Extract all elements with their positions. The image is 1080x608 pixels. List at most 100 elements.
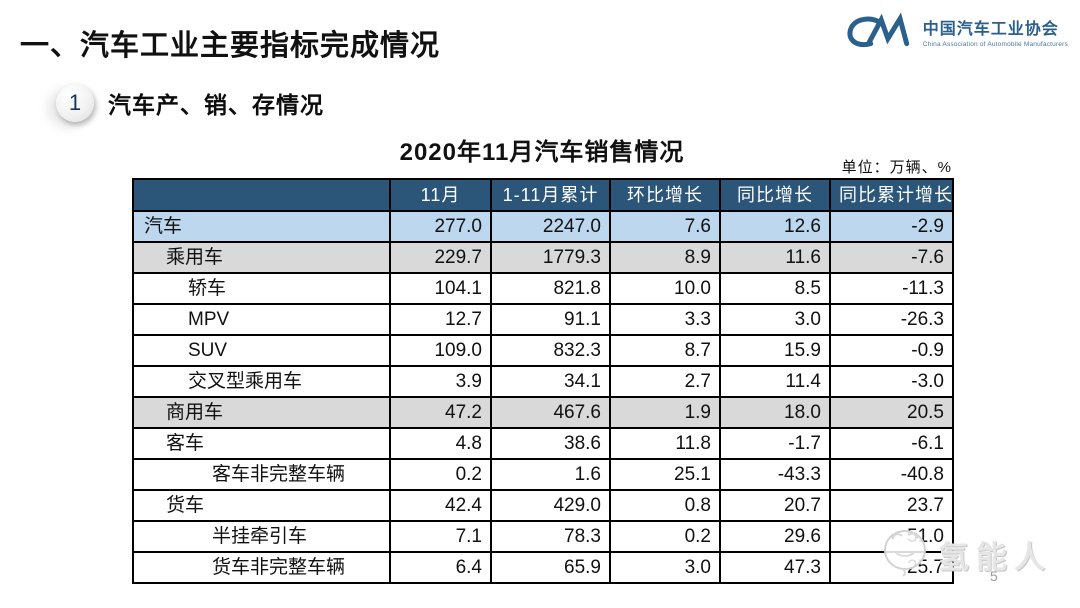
value-cell: -26.3 [829,303,954,336]
value-cell: 2.7 [609,365,721,398]
value-cell: -0.9 [829,334,954,367]
row-label: 客车非完整车辆 [132,458,391,491]
value-cell: 47.2 [389,396,492,429]
row-label: 商用车 [132,396,391,429]
value-cell: 10.0 [609,272,721,305]
row-label: SUV [132,334,391,367]
caam-name-en: China Association of Automobile Manufact… [922,40,1068,48]
row-label: MPV [132,303,391,336]
value-cell: 20.7 [719,489,831,522]
value-cell: 3.3 [609,303,721,336]
value-cell: 25.1 [609,458,721,491]
value-cell: 104.1 [389,272,492,305]
col-header: 同比累计增长 [829,178,954,212]
value-cell: 832.3 [490,334,611,367]
table-row: 交叉型乘用车 3.9 34.1 2.7 11.4 -3.0 [132,365,954,398]
caam-name-cn: 中国汽车工业协会 [922,21,1059,39]
table-row: 客车非完整车辆 0.2 1.6 25.1 -43.3 -40.8 [132,458,954,491]
value-cell: 0.8 [609,489,721,522]
value-cell: -7.6 [829,241,954,274]
value-cell: -3.0 [829,365,954,398]
value-cell: 8.9 [609,241,721,274]
value-cell: 11.4 [719,365,831,398]
page-title: 一、汽车工业主要指标完成情况 [20,30,441,62]
value-cell: 277.0 [389,210,492,243]
section-title: 汽车产、销、存情况 [108,92,324,118]
value-cell: 7.6 [609,210,721,243]
watermark-avatar-icon [882,527,928,582]
value-cell: 4.8 [389,427,492,460]
value-cell: 429.0 [490,489,611,522]
value-cell: 47.3 [719,551,831,584]
value-cell: 91.1 [490,303,611,336]
value-cell: 18.0 [719,396,831,429]
col-header-category [132,178,391,212]
value-cell: -11.3 [829,272,954,305]
value-cell: 0.2 [389,458,492,491]
value-cell: 23.7 [829,489,954,522]
value-cell: 1.9 [609,396,721,429]
table-row: 货车 42.4 429.0 0.8 20.7 23.7 [132,489,954,522]
table-row: 商用车 47.2 467.6 1.9 18.0 20.5 [132,396,954,429]
table-header-row: 11月 1-11月累计 环比增长 同比增长 同比累计增长 [132,178,954,212]
watermark: 氢能人 [882,527,1052,582]
col-header: 1-11月累计 [490,178,611,212]
row-label: 货车 [132,489,391,522]
row-label: 汽车 [132,210,391,243]
value-cell: 29.6 [719,520,831,553]
value-cell: 12.6 [719,210,831,243]
value-cell: 15.9 [719,334,831,367]
table-row: 汽车 277.0 2247.0 7.6 12.6 -2.9 [132,210,954,243]
value-cell: 229.7 [389,241,492,274]
table-row: SUV 109.0 832.3 8.7 15.9 -0.9 [132,334,954,367]
table-row: 半挂牵引车 7.1 78.3 0.2 29.6 51.0 [132,520,954,553]
table-title: 2020年11月汽车销售情况 [399,139,685,166]
value-cell: 11.8 [609,427,721,460]
value-cell: -40.8 [829,458,954,491]
sales-table: 11月 1-11月累计 环比增长 同比增长 同比累计增长 汽车 277.0 2247.0 7.… [132,178,954,584]
watermark-text: 氢能人 [938,540,1052,575]
section-heading: 1 汽车产、销、存情况 [56,84,324,122]
table-row: 轿车 104.1 821.8 10.0 8.5 -11.3 [132,272,954,305]
value-cell: 11.6 [719,241,831,274]
value-cell: 78.3 [490,520,611,553]
page-number: 5 [990,568,998,584]
col-header: 同比增长 [719,178,831,212]
value-cell: -1.7 [719,427,831,460]
table-row: 客车 4.8 38.6 11.8 -1.7 -6.1 [132,427,954,460]
value-cell: -2.9 [829,210,954,243]
table-row: 乘用车 229.7 1779.3 8.9 11.6 -7.6 [132,241,954,274]
value-cell: -43.3 [719,458,831,491]
value-cell: 1779.3 [490,241,611,274]
value-cell: 65.9 [490,551,611,584]
value-cell: 6.4 [389,551,492,584]
unit-note: 单位：万辆、% [841,159,952,176]
value-cell: 38.6 [490,427,611,460]
row-label: 乘用车 [132,241,391,274]
value-cell: 34.1 [490,365,611,398]
row-label: 交叉型乘用车 [132,365,391,398]
value-cell: 1.6 [490,458,611,491]
value-cell: 3.0 [609,551,721,584]
value-cell: 3.0 [719,303,831,336]
value-cell: 821.8 [490,272,611,305]
row-label: 货车非完整车辆 [132,551,391,584]
value-cell: 3.9 [389,365,492,398]
table-row: 货车非完整车辆 6.4 65.9 3.0 47.3 25.7 [132,551,954,584]
value-cell: -6.1 [829,427,954,460]
caam-logo-text: 中国汽车工业协会 China Association of Automobile… [923,21,1068,48]
value-cell: 42.4 [389,489,492,522]
row-label: 半挂牵引车 [132,520,391,553]
section-number-badge: 1 [56,84,94,122]
value-cell: 467.6 [490,396,611,429]
table-row: MPV 12.7 91.1 3.3 3.0 -26.3 [132,303,954,336]
caam-logo-icon [843,12,915,57]
value-cell: 20.5 [829,396,954,429]
row-label: 轿车 [132,272,391,305]
col-header: 11月 [389,178,492,212]
col-header: 环比增长 [609,178,721,212]
value-cell: 2247.0 [490,210,611,243]
value-cell: 8.7 [609,334,721,367]
caam-logo: 中国汽车工业协会 China Association of Automobile… [843,12,1068,57]
row-label: 客车 [132,427,391,460]
